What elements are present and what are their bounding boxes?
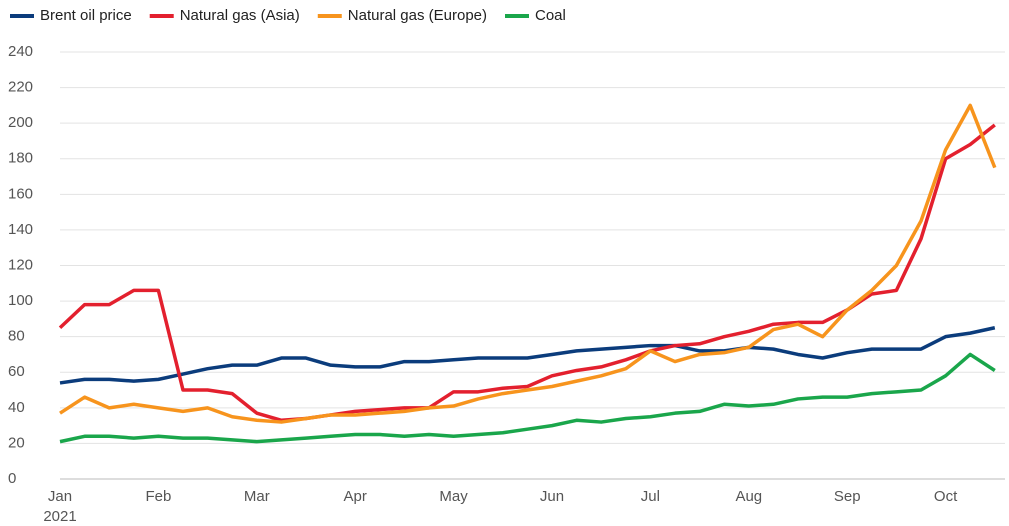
y-tick-label: 0 (8, 470, 16, 487)
line (58, 123, 996, 423)
line (59, 326, 996, 385)
x-tick-label: Mar (244, 488, 270, 505)
x-tick-label: Feb (145, 488, 171, 505)
legend-label: Brent oil price (40, 7, 132, 24)
x-axis-year: 2021 (43, 508, 76, 525)
y-tick-label: 160 (8, 185, 33, 202)
legend-label: Natural gas (Asia) (180, 7, 300, 24)
x-tick-label: Jul (641, 488, 660, 505)
y-tick-label: 180 (8, 150, 33, 167)
y-tick-label: 40 (8, 399, 25, 416)
x-tick-label: Apr (344, 488, 367, 505)
x-tick-label: Sep (834, 488, 861, 505)
y-tick-label: 120 (8, 256, 33, 273)
y-tick-label: 220 (8, 79, 33, 96)
x-tick-label: May (439, 488, 468, 505)
y-tick-label: 140 (8, 221, 33, 238)
y-tick-label: 80 (8, 328, 25, 345)
y-tick-label: 200 (8, 114, 33, 131)
y-tick-label: 240 (8, 43, 33, 60)
y-tick-label: 100 (8, 292, 33, 309)
y-tick-label: 20 (8, 434, 25, 451)
x-tick-label: Aug (735, 488, 762, 505)
legend-label: Coal (535, 7, 566, 24)
x-tick-label: Jun (540, 488, 564, 505)
x-tick-label: Jan (48, 488, 72, 505)
line (59, 352, 996, 444)
y-tick-label: 60 (8, 363, 25, 380)
x-tick-label: Oct (934, 488, 958, 505)
legend-label: Natural gas (Europe) (348, 7, 487, 24)
line (59, 103, 997, 424)
